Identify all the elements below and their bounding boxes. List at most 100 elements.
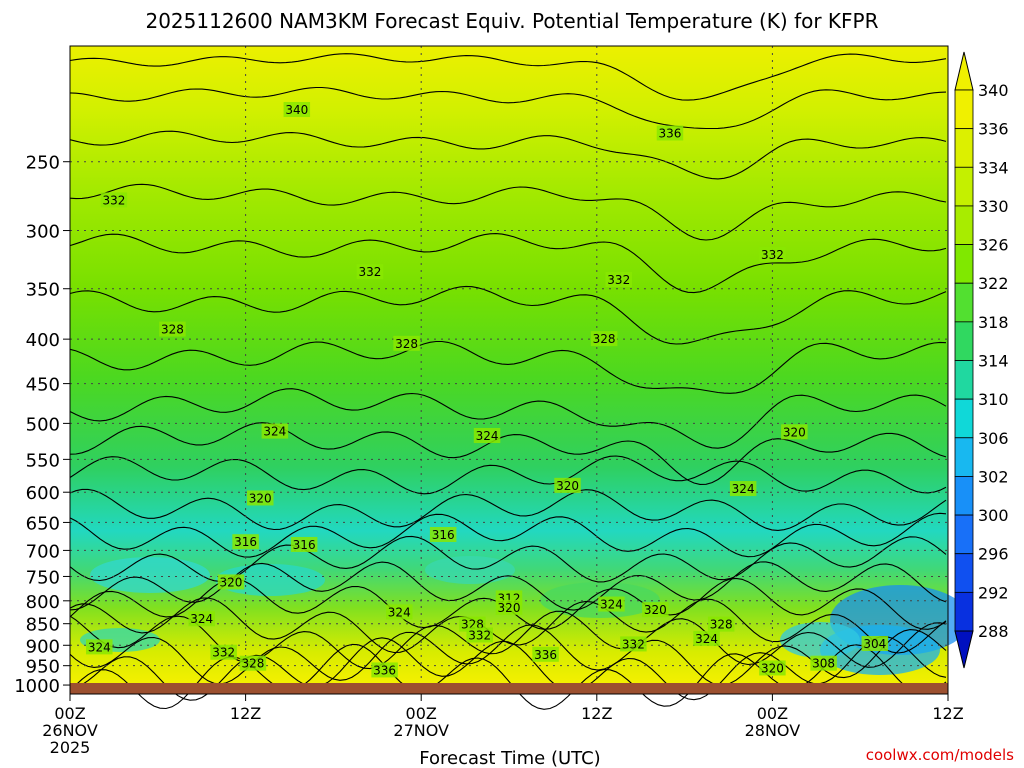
contour-line: [69, 561, 947, 611]
y-tick-label: 900: [26, 636, 60, 657]
x-tick-date: 27NOV: [393, 721, 449, 740]
x-axis-label: Forecast Time (UTC): [419, 748, 600, 768]
contour-label: 332: [359, 265, 382, 279]
contour-line: [69, 535, 947, 583]
contour-line: [69, 597, 947, 654]
colorbar-swatch: [954, 437, 974, 477]
contour-line: [69, 130, 947, 180]
colorbar-label: 296: [978, 545, 1009, 564]
colorbar-label: 318: [978, 313, 1009, 332]
contour-label-group: 336: [532, 646, 559, 662]
contour-label-background: [759, 246, 786, 262]
contour-label-background: [590, 331, 618, 347]
colorbar-swatch: [954, 476, 974, 516]
contour-label-background: [86, 639, 113, 655]
contour-label: 328: [241, 657, 264, 671]
contour-label: 328: [395, 337, 418, 351]
contour-label-group: 320: [642, 602, 669, 618]
contour-label-background: [246, 490, 274, 506]
contour-label-group: 332: [210, 644, 237, 660]
contour-label-background: [261, 423, 289, 439]
colorbar-swatch: [954, 360, 974, 400]
contour-label-group: 328: [393, 335, 420, 351]
field-background: [70, 46, 948, 684]
contour-label-background: [210, 644, 237, 660]
contour-label: 324: [388, 605, 411, 619]
contour-label: 324: [476, 429, 499, 443]
y-tick-label: 300: [26, 222, 60, 243]
contour-label-group: 320: [781, 424, 808, 440]
contour-line: [69, 422, 947, 485]
x-tick-year: 2025: [50, 738, 91, 757]
y-tick-label: 1000: [14, 676, 60, 697]
field-feature: [90, 557, 210, 593]
contour-label-background: [283, 102, 311, 118]
contour-label-group: 324: [386, 604, 413, 620]
contour-label-group: 324: [693, 630, 720, 646]
contour-label: 332: [761, 248, 784, 262]
contour-label-group: 328: [239, 655, 267, 671]
contour-label: 336: [534, 648, 557, 662]
contour-label: 332: [468, 629, 491, 643]
colorbar-swatch: [954, 398, 974, 439]
contour-label-background: [729, 481, 757, 497]
x-tick-label: 12Z: [230, 704, 261, 723]
contour-label-background: [429, 526, 457, 542]
contour-label: 320: [498, 601, 521, 615]
contour-label-group: 332: [620, 636, 647, 652]
colorbar-label: 314: [978, 352, 1009, 371]
colorbar-swatch: [954, 205, 974, 245]
y-tick-label: 350: [26, 280, 60, 301]
contour-label-group: 324: [473, 428, 501, 444]
contour-label-group: 332: [759, 246, 786, 262]
y-tick-label: 850: [26, 615, 60, 636]
contour-label: 308: [812, 657, 835, 671]
field-feature: [425, 556, 515, 584]
contour-label: 316: [234, 535, 257, 549]
colorbar-label: 302: [978, 467, 1009, 486]
contour-label-background: [386, 604, 413, 620]
contour-label: 328: [161, 323, 184, 337]
contour-label: 336: [373, 663, 396, 677]
x-tick-label: 00Z: [54, 704, 85, 723]
contour-label-group: 304: [861, 636, 889, 652]
contour-label: 304: [863, 637, 886, 651]
contour-label: 320: [783, 425, 806, 439]
colorbar: 340 336 334 330 326 322 318 314 310 306 302 300 296 2…: [954, 51, 1009, 669]
contour-label-group: 324: [598, 596, 625, 612]
contour-label: 324: [190, 612, 213, 626]
colorbar-arrow-top: [954, 51, 974, 91]
contour-label: 332: [212, 646, 235, 660]
contour-label-background: [656, 125, 684, 141]
contour-label-group: 332: [466, 627, 493, 643]
x-tick-label: 00Z: [757, 704, 788, 723]
contour-line: [69, 388, 947, 449]
contour-label: 324: [695, 632, 718, 646]
contour-line: [69, 610, 947, 670]
contour-label-background: [159, 321, 186, 337]
contour-label: 324: [600, 598, 623, 612]
colorbar-swatch: [954, 166, 974, 207]
contour-label-background: [693, 630, 720, 646]
colorbar-label: 288: [978, 622, 1009, 641]
contour-label: 328: [593, 332, 616, 346]
colorbar-swatch: [954, 282, 974, 323]
colorbar-swatch: [954, 321, 974, 361]
contour-label-group: 328: [159, 321, 186, 337]
contour-label-background: [532, 646, 559, 662]
plot-frame: [69, 45, 949, 695]
contour-label-background: [781, 424, 808, 440]
contour-label-group: 332: [356, 264, 384, 280]
contour-label-group: 324: [86, 639, 113, 655]
x-tick-label: 00Z: [406, 704, 437, 723]
colorbar-swatch: [954, 591, 974, 632]
contour-label-background: [232, 534, 259, 550]
contour-label: 316: [432, 528, 455, 542]
colorbar-swatch: [954, 89, 974, 130]
x-tick-label: 12Z: [581, 704, 612, 723]
y-tick-label: 600: [26, 483, 60, 504]
contour-label-background: [100, 192, 128, 208]
contour-label-background: [290, 536, 318, 552]
colorbar-label: 326: [978, 236, 1009, 255]
